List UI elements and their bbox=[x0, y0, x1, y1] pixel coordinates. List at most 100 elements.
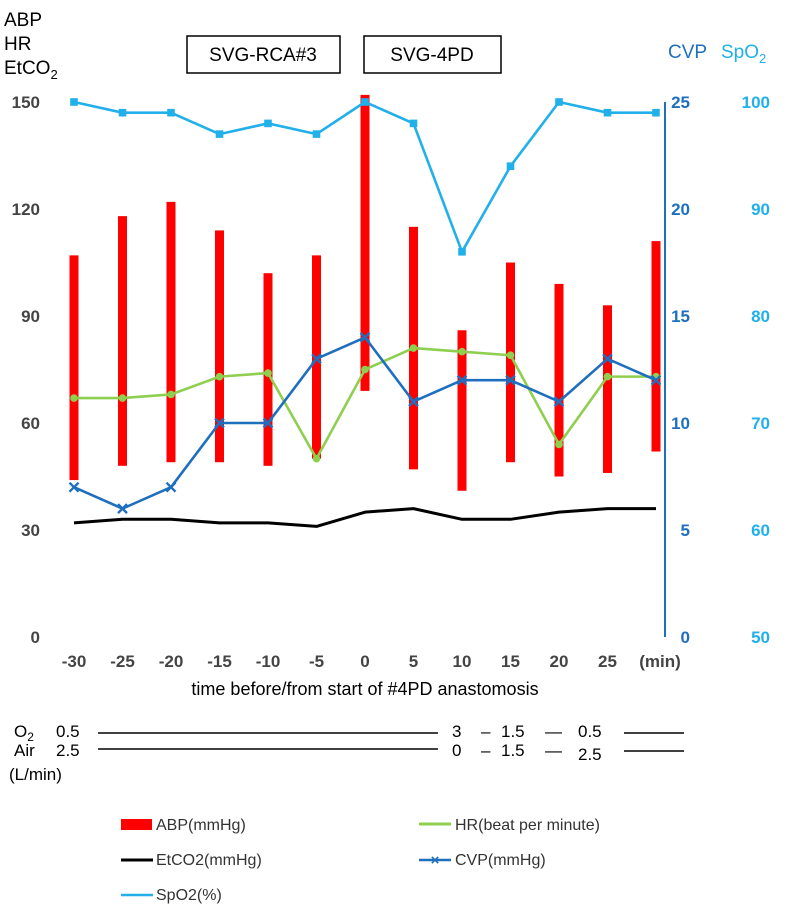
y-left-tick-150: 150 bbox=[12, 93, 40, 112]
air-dash-2: — bbox=[545, 741, 562, 760]
hr-point-20 bbox=[555, 440, 563, 449]
o2-label-main: O bbox=[14, 722, 27, 741]
spo2-point-25 bbox=[603, 108, 612, 117]
cvp-point--15 bbox=[214, 417, 225, 429]
hr-point-25 bbox=[603, 372, 612, 381]
flow-unit: (L/min) bbox=[9, 765, 62, 784]
hr-point--25 bbox=[118, 394, 127, 402]
abp-bar--20 bbox=[166, 201, 176, 463]
cvp-tick-20: 20 bbox=[671, 200, 690, 219]
spo2-axis-title-main: SpO bbox=[721, 42, 759, 63]
cvp-tick-0: 0 bbox=[681, 628, 690, 647]
o2-value-0: 0.5 bbox=[56, 722, 80, 741]
cvp-point-10 bbox=[456, 374, 468, 386]
air-value-0: 2.5 bbox=[56, 741, 80, 760]
legend-item-etco2: EtCO2(mmHg) bbox=[121, 852, 262, 869]
o2-value-1: 3 bbox=[452, 722, 461, 741]
cvp-series bbox=[68, 332, 662, 514]
cvp-point-15 bbox=[505, 374, 516, 386]
x-tick--15: -15 bbox=[207, 652, 232, 671]
x-tick-0: 0 bbox=[360, 652, 369, 671]
legend-marker-cvp: × bbox=[431, 852, 440, 869]
cvp-point-25 bbox=[602, 353, 613, 365]
abp-series bbox=[69, 94, 661, 491]
cvp-ticks: 0 5 10 15 20 25 bbox=[671, 93, 690, 647]
spo2-tick-80: 80 bbox=[751, 307, 770, 326]
x-tick-20: 20 bbox=[550, 652, 569, 671]
hr-point--15 bbox=[215, 372, 224, 381]
o2-label: O2 bbox=[14, 722, 34, 744]
spo2-tick-90: 90 bbox=[751, 200, 770, 219]
o2-label-sub: 2 bbox=[27, 730, 34, 744]
spo2-point-30 bbox=[652, 108, 660, 117]
cvp-point-0 bbox=[359, 332, 371, 343]
spo2-point--20 bbox=[167, 108, 175, 117]
hr-point--5 bbox=[312, 454, 321, 463]
x-tick-5: 5 bbox=[409, 652, 418, 671]
spo2-point-5 bbox=[409, 119, 418, 128]
cvp-point--20 bbox=[165, 481, 177, 493]
y-left-title: ABP HR EtCO2 bbox=[4, 10, 58, 82]
abp-bar-20 bbox=[554, 283, 564, 477]
cvp-point--25 bbox=[117, 503, 128, 514]
cvp-point--30 bbox=[68, 481, 80, 493]
spo2-tick-70: 70 bbox=[751, 414, 770, 433]
abp-bar-25 bbox=[603, 305, 612, 473]
spo2-point--5 bbox=[312, 130, 321, 138]
spo2-point-15 bbox=[506, 162, 515, 170]
abp-bar--25 bbox=[118, 216, 127, 466]
etco2-series bbox=[73, 507, 656, 528]
phase-box-svg-rca3-label: SVG-RCA#3 bbox=[209, 45, 317, 66]
cvp-point--5 bbox=[311, 353, 322, 365]
legend-item-hr: HR(beat per minute) bbox=[419, 817, 600, 834]
abp-bar-0 bbox=[360, 94, 370, 391]
o2-dash-1: – bbox=[481, 722, 491, 741]
air-dash-1: – bbox=[481, 741, 491, 760]
spo2-series bbox=[70, 98, 660, 256]
spo2-point--15 bbox=[215, 130, 224, 138]
x-axis-title: time before/from start of #4PD anastomos… bbox=[191, 679, 538, 699]
cvp-tick-5: 5 bbox=[681, 521, 690, 540]
line-series bbox=[68, 98, 662, 528]
hr-point--20 bbox=[167, 390, 175, 399]
y-left-tick-60: 60 bbox=[21, 414, 40, 433]
air-value-1: 0 bbox=[452, 741, 461, 760]
hr-point-5 bbox=[409, 344, 418, 352]
y-left-tick-30: 30 bbox=[21, 521, 40, 540]
y-left-tick-90: 90 bbox=[21, 307, 40, 326]
phase-box-svg-rca3: SVG-RCA#3 bbox=[186, 35, 341, 74]
gas-flow: O2 0.5 3 – 1.5 — 0.5 Air 2.5 0 – 1.5 — 2… bbox=[9, 722, 684, 784]
hr-series bbox=[70, 344, 660, 463]
legend-label-abp: ABP(mmHg) bbox=[156, 817, 246, 834]
x-tick-15: 15 bbox=[501, 652, 520, 671]
spo2-axis-title-sub: 2 bbox=[759, 51, 766, 66]
legend: ABP(mmHg) HR(beat per minute) EtCO2(mmHg… bbox=[121, 817, 600, 904]
x-unit-label: (min) bbox=[639, 652, 681, 671]
etco2-line bbox=[73, 507, 656, 528]
air-label: Air bbox=[14, 741, 35, 760]
spo2-point-10 bbox=[458, 248, 466, 256]
abp-bar--5 bbox=[312, 255, 321, 459]
cvp-point-5 bbox=[408, 396, 419, 407]
legend-item-spo2: SpO2(%) bbox=[121, 887, 222, 904]
o2-dash-2: — bbox=[545, 722, 562, 741]
hr-point-15 bbox=[506, 351, 515, 360]
legend-swatch-abp bbox=[121, 819, 152, 830]
air-value-3: 2.5 bbox=[578, 745, 602, 764]
hr-point--30 bbox=[70, 394, 78, 402]
x-ticks: -30 -25 -20 -15 -10 -5 0 5 10 15 20 25 bbox=[62, 652, 617, 671]
spo2-tick-60: 60 bbox=[751, 521, 770, 540]
cvp-tick-10: 10 bbox=[671, 414, 690, 433]
x-tick--5: -5 bbox=[309, 652, 324, 671]
x-tick--25: -25 bbox=[110, 652, 135, 671]
hr-point-10 bbox=[458, 347, 466, 356]
y-left-ticks: 0 30 60 90 120 150 bbox=[12, 93, 40, 647]
air-value-2: 1.5 bbox=[501, 741, 525, 760]
abp-bar-30 bbox=[651, 241, 661, 452]
cvp-tick-15: 15 bbox=[671, 307, 690, 326]
o2-value-2: 1.5 bbox=[501, 722, 525, 741]
spo2-point--30 bbox=[70, 98, 78, 106]
legend-label-hr: HR(beat per minute) bbox=[455, 817, 600, 834]
spo2-ticks: 50 60 70 80 90 100 bbox=[742, 93, 770, 647]
